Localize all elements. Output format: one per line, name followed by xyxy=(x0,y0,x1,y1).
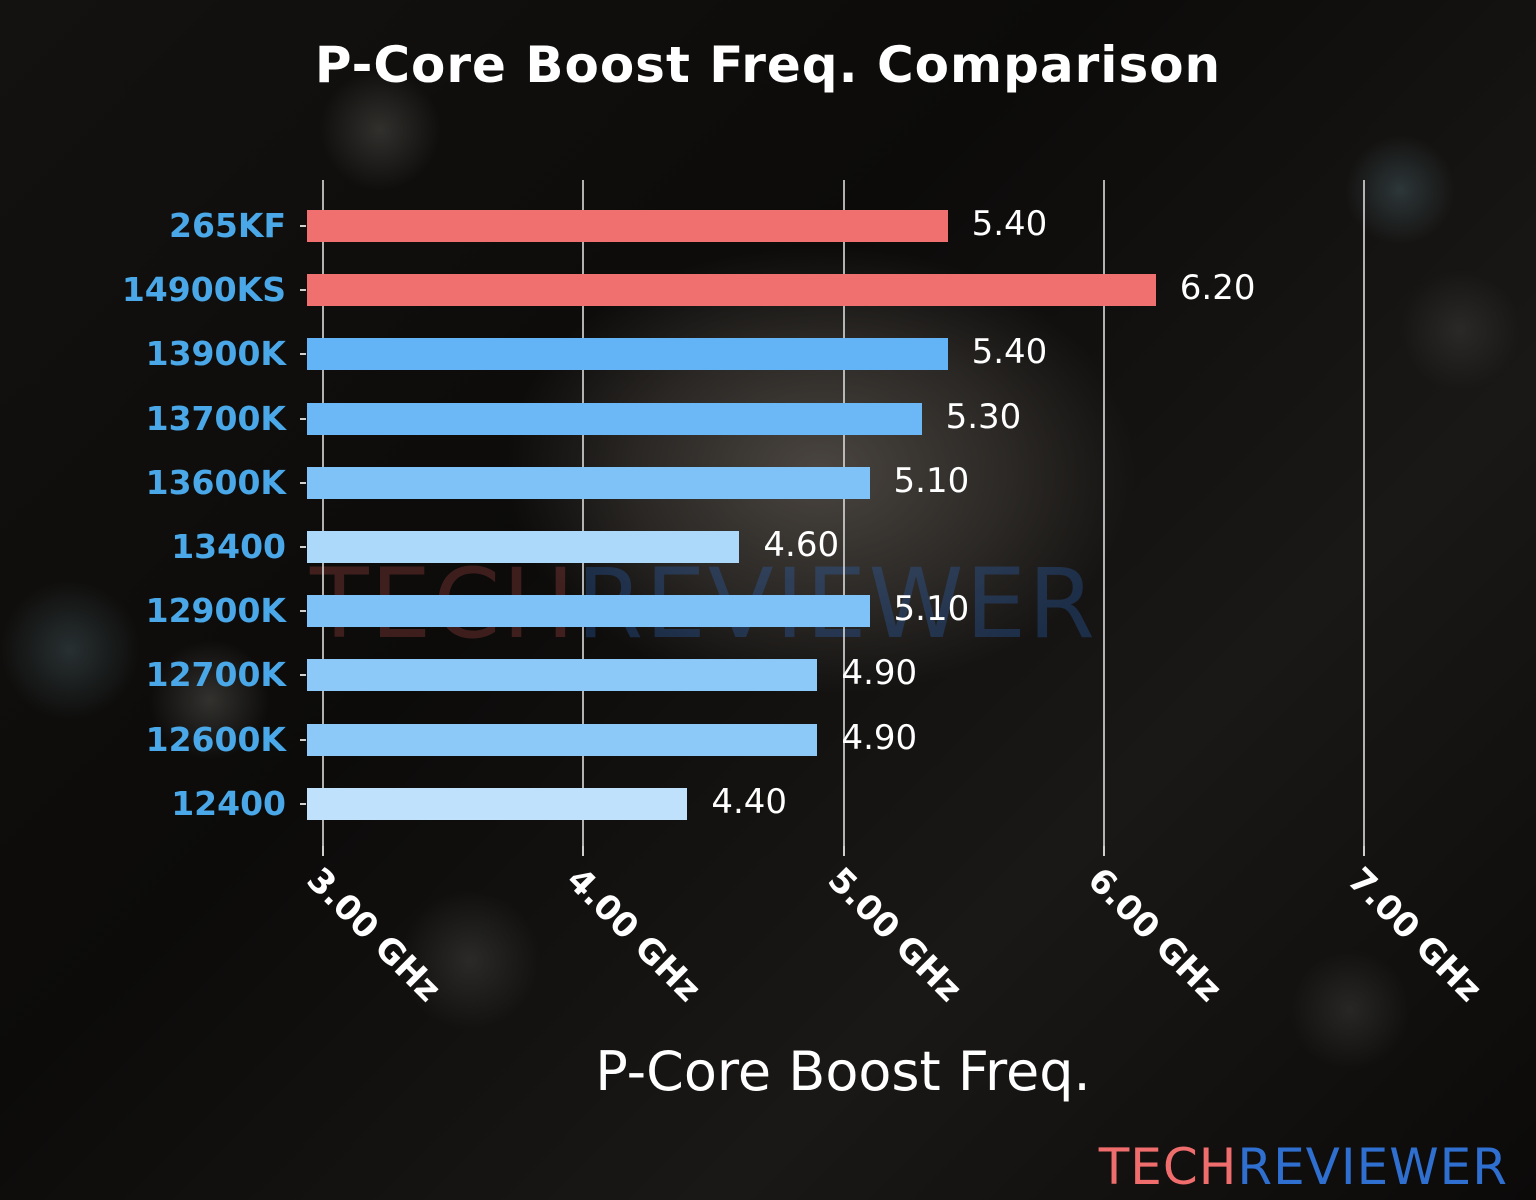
x-tick xyxy=(322,846,324,856)
bar-row: 12400 4.40 xyxy=(0,781,1536,823)
y-tick xyxy=(300,802,306,805)
bar xyxy=(307,466,870,499)
x-tick-label: 5.00 GHz xyxy=(819,860,970,1010)
y-tick xyxy=(300,353,306,356)
bar xyxy=(307,210,948,242)
x-axis-title: P-Core Boost Freq. xyxy=(595,1040,1091,1103)
x-tick-label: 4.00 GHz xyxy=(558,860,709,1010)
category-label: 13600K xyxy=(145,462,286,502)
y-tick xyxy=(300,225,306,227)
bar-row: 12700K 4.90 xyxy=(0,653,1536,695)
y-tick xyxy=(300,481,306,484)
value-label: 4.90 xyxy=(841,653,918,694)
y-tick xyxy=(300,674,306,677)
value-label: 4.60 xyxy=(763,525,840,565)
gridline xyxy=(1363,180,1365,846)
y-tick xyxy=(300,738,306,741)
x-tick xyxy=(1102,846,1105,856)
value-label: 5.10 xyxy=(893,589,970,630)
bar-row: 265KF 5.40 xyxy=(0,204,1536,245)
category-label: 12900K xyxy=(145,591,286,631)
bar-row: 13400 4.60 xyxy=(0,525,1536,566)
y-tick xyxy=(300,289,306,292)
category-label: 13900K xyxy=(145,334,286,374)
bar-row: 12600K 4.90 xyxy=(0,717,1536,759)
category-label: 265KF xyxy=(169,206,286,245)
gridline xyxy=(582,180,585,846)
y-tick xyxy=(300,546,306,548)
category-label: 12600K xyxy=(145,719,286,759)
y-tick xyxy=(300,610,306,613)
category-label: 14900KS xyxy=(121,270,286,310)
bar xyxy=(307,531,740,563)
x-tick-label: 3.00 GHz xyxy=(298,860,449,1010)
chart-title: P-Core Boost Freq. Comparison xyxy=(314,36,1222,94)
value-label: 4.40 xyxy=(711,781,788,822)
bar xyxy=(307,723,818,756)
bar xyxy=(307,787,688,820)
bar xyxy=(307,595,870,628)
category-label: 13700K xyxy=(145,398,286,438)
gridline xyxy=(842,180,845,846)
bar xyxy=(307,274,1156,307)
bar xyxy=(307,659,818,692)
brand-logo: TECHREVIEWER xyxy=(1098,1138,1508,1196)
category-label: 12700K xyxy=(145,655,286,695)
bar-row: 12900K 5.10 xyxy=(0,589,1536,631)
category-label: 13400 xyxy=(171,527,286,566)
value-label: 5.40 xyxy=(971,332,1048,373)
x-tick-label: 6.00 GHz xyxy=(1079,860,1230,1010)
category-label: 12400 xyxy=(171,783,286,823)
bar xyxy=(307,402,922,435)
bar xyxy=(307,338,948,371)
y-tick xyxy=(300,417,306,420)
bar-row: 13700K 5.30 xyxy=(0,396,1536,438)
gridline xyxy=(322,180,324,846)
x-tick xyxy=(582,846,585,856)
x-tick xyxy=(1363,846,1365,856)
value-label: 5.40 xyxy=(971,204,1048,244)
bar-row: 13900K 5.40 xyxy=(0,332,1536,374)
x-tick-label: 7.00 GHz xyxy=(1339,860,1490,1010)
value-label: 5.30 xyxy=(945,396,1022,437)
bar-row: 13600K 5.10 xyxy=(0,460,1536,502)
x-tick xyxy=(842,846,845,856)
value-label: 6.20 xyxy=(1179,268,1256,309)
value-label: 4.90 xyxy=(841,717,918,758)
value-label: 5.10 xyxy=(893,460,970,501)
gridline xyxy=(1102,180,1105,846)
bar-row: 14900KS 6.20 xyxy=(0,268,1536,310)
